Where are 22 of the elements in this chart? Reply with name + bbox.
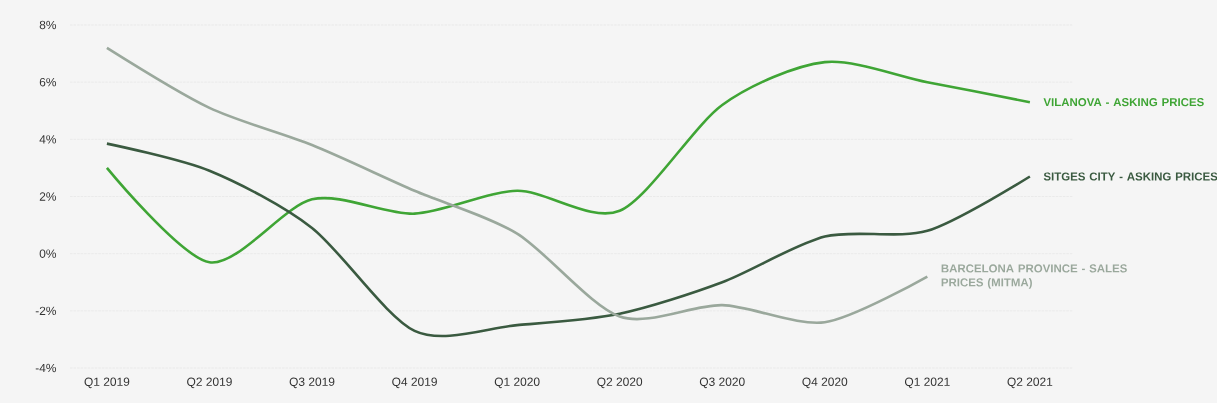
y-tick-label: 6% [39,77,57,87]
x-tick-label: Q2 2021 [1007,377,1053,389]
y-tick-label: -4% [35,363,57,373]
line-series [105,46,929,324]
x-tick-label: Q1 2019 [84,377,130,389]
y-tick-label: 4% [39,135,57,144]
y-tick-label: -2% [35,306,57,316]
x-tick-label: Q2 2020 [597,377,643,389]
line-series [105,60,1032,264]
x-tick-label: Q1 2021 [904,377,950,389]
y-tick-label: 2% [39,192,57,201]
x-tick-label: Q4 2020 [802,377,848,389]
series-label: VILANOVA - ASKING PRICES [1043,98,1204,107]
series-label: SITGES CITY - ASKING PRICES [1043,172,1217,181]
series-label: BARCELONA PROVINCE - SALES PRICES (MITMA) [941,264,1127,289]
y-tick-label: 0% [39,249,57,258]
x-tick-label: Q1 2020 [494,377,540,389]
x-tick-label: Q2 2019 [187,377,232,389]
x-tick-label: Q4 2019 [392,377,437,389]
x-tick-label: Q3 2019 [289,377,335,389]
y-tick-label: 8% [39,20,57,30]
x-tick-label: Q3 2020 [699,377,745,389]
